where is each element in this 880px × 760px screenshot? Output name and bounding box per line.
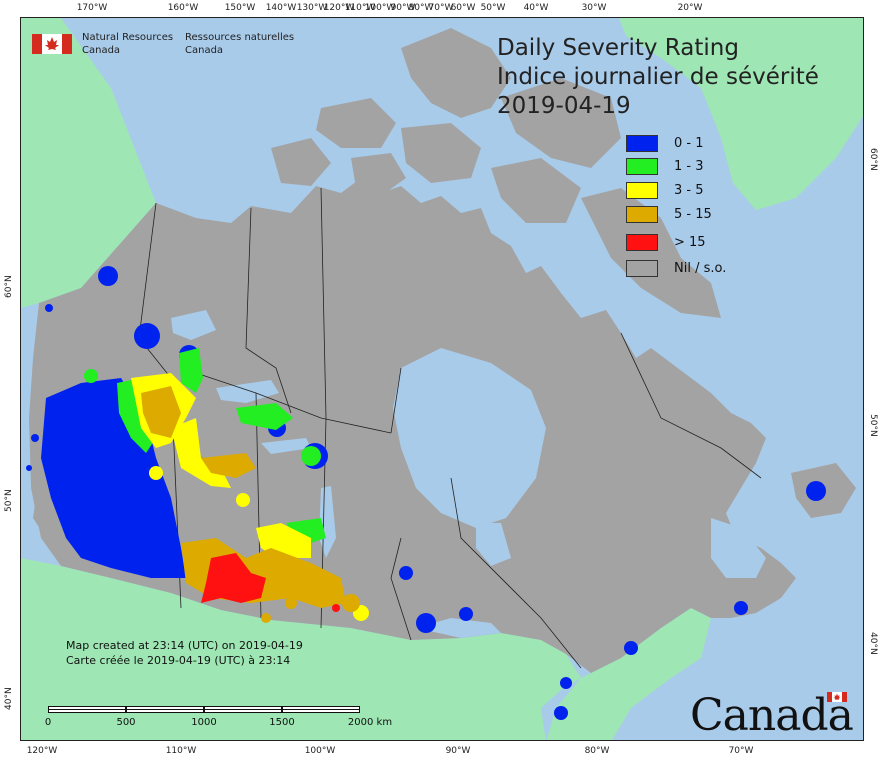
agency-name-fr: Ressources naturelles Canada <box>185 31 294 57</box>
vancouver-island <box>33 498 66 558</box>
lake-athabasca <box>261 438 311 454</box>
map-canvas <box>21 18 863 740</box>
usa-land <box>21 558 581 740</box>
alaska-land <box>21 18 156 308</box>
scale-bar: 0 500 1000 1500 2000 km <box>44 706 392 734</box>
map-area <box>20 17 864 741</box>
arctic-island <box>271 138 331 186</box>
scale-label: 1000 <box>191 717 217 728</box>
legend-swatch <box>626 206 658 223</box>
arctic-island <box>401 28 511 118</box>
lon-tick-bottom: 110°W <box>165 746 197 756</box>
lat-tick-left: 50°N <box>4 489 14 512</box>
lon-tick-top: 100°W <box>364 3 396 13</box>
lon-tick-bottom: 90°W <box>445 746 471 756</box>
arctic-island <box>401 123 481 183</box>
lon-tick-top: 70°W <box>428 3 454 13</box>
dsr-class-over-15 <box>201 553 340 612</box>
lat-tick-right: 50°N <box>868 414 878 437</box>
arctic-island <box>491 158 581 223</box>
arctic-island <box>501 78 621 168</box>
lat-tick-left: 60°N <box>4 275 14 298</box>
lon-tick-bottom: 80°W <box>584 746 610 756</box>
title-french: Indice journalier de sévérité <box>497 64 819 90</box>
agency-fr-line: Ressources naturelles <box>185 32 295 43</box>
province-boundaries <box>138 187 762 669</box>
great-slave-lake <box>216 380 279 403</box>
lat-tick-right: 40°N <box>868 632 878 655</box>
lon-tick-top: 130°W <box>296 3 328 13</box>
scale-midline <box>48 709 360 710</box>
legend-swatch <box>626 234 658 251</box>
scale-label: 0 <box>44 717 52 728</box>
legend-label: > 15 <box>674 235 706 250</box>
baffin-island <box>581 188 721 318</box>
legend-label: 3 - 5 <box>674 183 704 198</box>
arctic-island <box>351 153 406 196</box>
creation-stamp: Map created at 23:14 (UTC) on 2019-04-19… <box>66 638 303 668</box>
lon-tick-top: 80°W <box>408 3 434 13</box>
lon-tick-top: 50°W <box>480 3 506 13</box>
lon-tick-top: 170°W <box>76 3 108 13</box>
legend-label: 1 - 3 <box>674 159 704 174</box>
legend-swatch <box>626 260 658 277</box>
creation-stamp-fr: Carte créée le 2019-04-19 (UTC) à 23:14 <box>66 654 291 667</box>
creation-stamp-en: Map created at 23:14 (UTC) on 2019-04-19 <box>66 639 303 652</box>
lon-tick-top: 150°W <box>224 3 256 13</box>
wordmark-flag-icon <box>827 692 847 702</box>
agency-name-en: Natural Resources Canada <box>82 31 173 57</box>
lon-tick-top: 120°W <box>323 3 355 13</box>
map-date: 2019-04-19 <box>497 93 631 119</box>
hudson-bay <box>393 348 546 528</box>
lat-tick-right: 60°N <box>868 148 878 171</box>
lat-tick-left: 40°N <box>4 687 14 710</box>
legend-swatch <box>626 135 658 152</box>
legend-label: 0 - 1 <box>674 136 704 151</box>
agency-fr-line: Canada <box>185 45 224 56</box>
gulf-st-lawrence <box>711 518 766 578</box>
lon-tick-top: 140°W <box>265 3 297 13</box>
lon-tick-bottom: 100°W <box>304 746 336 756</box>
lake-superior <box>416 618 501 638</box>
lon-tick-bottom: 70°W <box>728 746 754 756</box>
legend-swatch <box>626 158 658 175</box>
greenland-land <box>619 18 863 210</box>
lon-tick-top: 90°W <box>390 3 416 13</box>
map-title: Daily Severity Rating Indice journalier … <box>497 34 819 121</box>
scale-label: 1500 <box>269 717 295 728</box>
lon-tick-top: 60°W <box>450 3 476 13</box>
great-bear-lake <box>171 310 216 340</box>
alaska-coast-patches <box>26 304 53 471</box>
james-bay <box>476 523 511 566</box>
scale-label: 500 <box>116 717 136 728</box>
agency-en-line: Natural Resources <box>82 32 174 43</box>
canada-flag-icon <box>32 34 72 54</box>
lon-tick-top: 20°W <box>677 3 703 13</box>
southampton-island <box>451 310 501 348</box>
arctic-island <box>316 98 396 148</box>
us-northeast-land <box>546 608 711 740</box>
title-english: Daily Severity Rating <box>497 35 739 61</box>
agency-en-line: Canada <box>82 45 121 56</box>
legend-label: Nil / s.o. <box>674 261 727 276</box>
lon-tick-top: 110°W <box>344 3 376 13</box>
lon-tick-bottom: 120°W <box>26 746 58 756</box>
lon-tick-top: 40°W <box>523 3 549 13</box>
lon-tick-top: 30°W <box>581 3 607 13</box>
legend-label: 5 - 15 <box>674 207 712 222</box>
legend-swatch <box>626 182 658 199</box>
canada-wordmark: Canada <box>690 690 854 741</box>
scale-label: 2000 km <box>347 717 393 728</box>
lon-tick-top: 160°W <box>167 3 199 13</box>
